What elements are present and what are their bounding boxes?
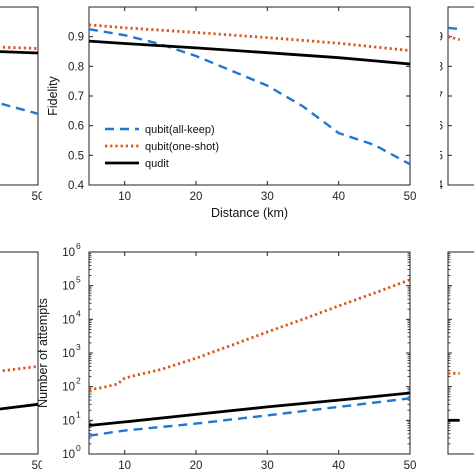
y-tick-label: 10 [421,348,434,360]
plot-frame [88,251,411,455]
x-tick-label: 30 [261,191,274,203]
series-line-qubit-one-shot [447,35,461,41]
y-tick-exponent: 3 [76,342,81,352]
x-tick-label: 30 [261,460,274,472]
panel-1: 0.4 0.5 0.6 0.7 0.8 0.9 10 20 30 40 50 Distance (km… [46,6,417,220]
series-line-qudit [88,391,411,427]
series-line-qubit-all-keep [0,102,39,115]
y-tick-label: 0.8 [68,61,84,73]
panel-0: 50 [0,6,45,203]
y-tick-label: 10 [62,247,75,259]
y-tick-exponent: 4 [435,308,440,318]
x-tick-label: 40 [332,460,345,472]
y-tick-exponent: 6 [435,241,440,251]
legend-label: qubit(all-keep) [145,124,215,136]
y-tick-exponent: 2 [435,376,440,386]
y-tick-label: 10 [421,314,434,326]
series-line-qubit-all-keep [88,397,411,437]
y-tick-label: 10 [62,314,75,326]
x-tick-label: 10 [118,460,131,472]
y-tick-label: 0.4 [68,180,85,192]
y-tick-label: 0.7 [427,91,443,103]
y-tick-label: 10 [421,281,434,293]
y-tick-label: 0.6 [427,121,443,133]
series-line-qubit-all-keep [447,26,460,31]
y-tick-exponent: 5 [76,275,81,285]
x-tick-label: 50 [404,191,417,203]
y-tick-exponent: 1 [76,409,81,419]
series-line-qudit [0,50,39,55]
plot-frame [0,251,39,455]
y-tick-exponent: 5 [435,275,440,285]
y-axis-title: Fidelity [46,75,60,115]
y-tick-label: 0.6 [68,121,84,133]
plot-frame [88,6,411,186]
y-axis-title: Number of attempts [36,298,50,408]
panel-4: 1001011021031041051061020304050Distance … [36,241,417,472]
x-tick-label: 50 [32,191,45,203]
x-tick-label: 50 [32,460,45,472]
y-tick-label: 0.9 [68,32,84,44]
y-tick-exponent: 0 [435,443,440,453]
panel-3: 50 [0,251,45,472]
plot-frame [0,6,39,186]
y-tick-exponent: 0 [76,443,81,453]
y-tick-label: 0.7 [68,91,84,103]
series-line-qudit [88,39,411,66]
y-tick-label: 10 [421,415,434,427]
series-line-qubit-all-keep [88,28,411,166]
y-tick-label: 10 [421,382,434,394]
y-tick-exponent: 3 [435,342,440,352]
x-tick-label: 40 [332,191,345,203]
x-tick-label: 20 [190,460,203,472]
y-tick-exponent: 4 [76,308,81,318]
y-tick-label: 0.4 [427,180,444,192]
legend-label: qubit(one-shot) [145,141,219,153]
y-tick-label: 0.8 [427,61,443,73]
y-tick-label: 10 [62,382,75,394]
series-line-qubit-one-shot [0,45,39,50]
x-tick-label: 50 [404,460,417,472]
y-tick-exponent: 1 [435,409,440,419]
x-tick-label: 10 [118,191,131,203]
y-tick-label: 10 [421,247,434,259]
y-tick-label: 0.9 [427,32,443,44]
y-tick-label: 0.5 [68,150,84,162]
y-tick-label: 10 [62,348,75,360]
y-tick-exponent: 2 [76,376,81,386]
y-tick-exponent: 6 [76,241,81,251]
x-axis-title: Distance (km) [211,206,288,220]
x-tick-label: 20 [190,191,203,203]
y-tick-label: 0.5 [427,150,443,162]
series-line-qubit-one-shot [0,365,39,373]
legend-label: qudit [145,158,169,170]
y-tick-label: 10 [62,415,75,427]
panel-5: 100101102103104105106Number of attempts [421,241,474,461]
y-tick-label: 10 [62,281,75,293]
series-line-qudit [0,402,39,411]
y-tick-label: 10 [421,449,434,461]
y-tick-label: 10 [62,449,75,461]
